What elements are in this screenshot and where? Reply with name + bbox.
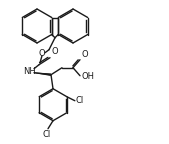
Text: O: O xyxy=(81,50,88,59)
Text: OH: OH xyxy=(82,72,95,81)
Text: Cl: Cl xyxy=(76,96,84,105)
Text: O: O xyxy=(51,47,58,56)
Text: Cl: Cl xyxy=(43,130,51,139)
Text: O: O xyxy=(39,49,45,58)
Polygon shape xyxy=(34,72,51,76)
Text: NH: NH xyxy=(23,67,35,76)
